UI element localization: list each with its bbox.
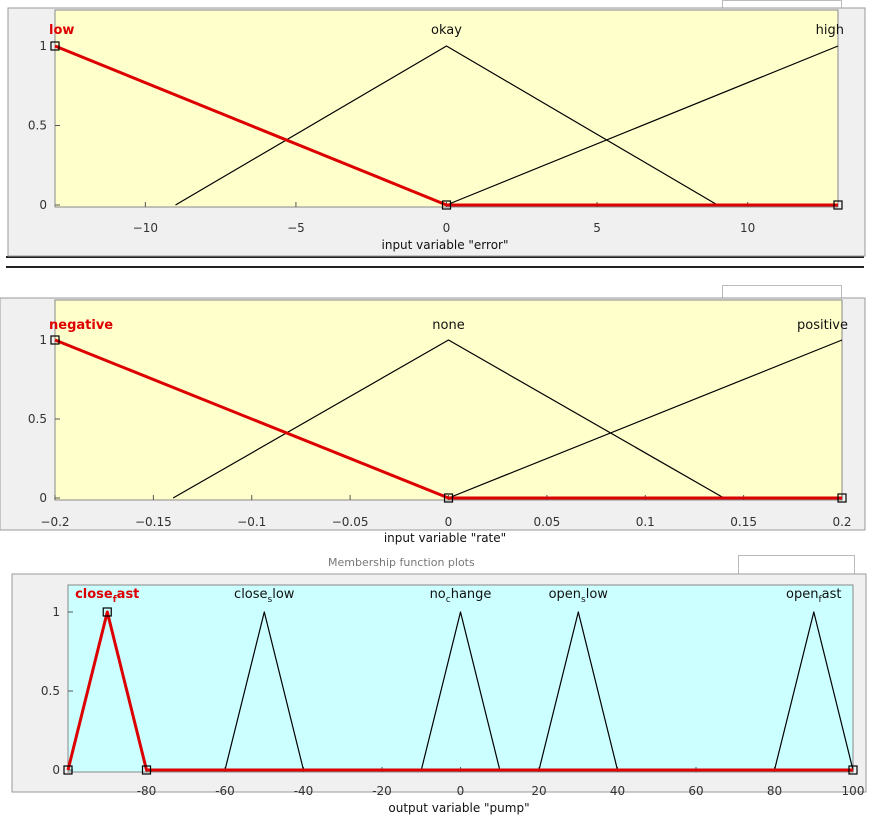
error-y-tick-label: 0 (39, 198, 47, 212)
error-membership-chart: 0 0.5 1 −10 −5 0 5 10 low okay high (7, 7, 866, 257)
mf-line-close_slow (224, 611, 305, 771)
pump-x-tick-label: 40 (610, 784, 625, 798)
pump-x-tick-label: -60 (215, 784, 235, 798)
mf-handle-close_fast (848, 765, 858, 775)
mf-handle-negative (50, 335, 60, 345)
rate-x-tick-label: 0.05 (534, 515, 561, 529)
error-y-tick-label: 1 (39, 39, 47, 53)
mf-handle-close_fast (102, 607, 112, 617)
rate-x-tick-label: −0.05 (332, 515, 369, 529)
mf-line-open_slow (538, 611, 619, 771)
rate-y-tick-label: 0 (39, 491, 47, 505)
pump-x-tick-label: -40 (294, 784, 314, 798)
pump-y-tick-label: 1 (52, 605, 60, 619)
mf-handle-negative (837, 493, 847, 503)
mf-label-low: low (49, 23, 74, 38)
rate-x-tick-label: 0 (445, 515, 453, 529)
mf-line-no_change (420, 611, 501, 771)
mf-label-okay: okay (431, 23, 462, 38)
mf-line-negative (54, 338, 842, 500)
error-x-tick-label: 10 (740, 221, 755, 235)
mf-label-close_fast: closefast (75, 587, 139, 605)
pump-x-tick-label: 80 (767, 784, 782, 798)
mf-line-okay (175, 45, 718, 206)
membership-plots-toolbar-text: Membership function plots (328, 556, 475, 569)
pump-x-tick-label: 20 (531, 784, 546, 798)
rate-y-tick-label: 0.5 (28, 412, 47, 426)
pump-plot-area (67, 584, 854, 773)
mf-label-none: none (432, 318, 464, 333)
pump-y-tick-label: 0.5 (41, 684, 60, 698)
rate-x-tick-label: 0.1 (636, 515, 655, 529)
mf-line-none (172, 339, 725, 499)
mf-line-high (446, 45, 839, 206)
pump-y-tick-label: 0 (52, 763, 60, 777)
mf-handle-low (441, 200, 452, 210)
pump-x-tick-label: 100 (842, 784, 865, 798)
separator-line-lower (6, 266, 864, 268)
mf-label-high: high (816, 23, 844, 38)
rate-membership-panel: 0 0.5 1 −0.2 −0.15 −0.1 −0.05 0 0.05 0.1 0.15 0.2 ne… (0, 297, 866, 545)
mf-line-positive (448, 339, 843, 499)
mf-handle-low (50, 41, 60, 51)
rate-membership-chart: 0 0.5 1 −0.2 −0.15 −0.1 −0.05 0 0.05 0.1 0.15 0.2 ne… (0, 297, 866, 531)
rate-y-tick-label: 1 (39, 333, 47, 347)
mf-handle-close_fast (141, 765, 152, 775)
rate-x-tick-label: −0.15 (135, 515, 172, 529)
rate-x-tick-label: −0.1 (237, 515, 266, 529)
mf-label-no_change: nochange (430, 587, 492, 605)
mf-line-low (54, 44, 838, 207)
mf-label-negative: negative (49, 318, 113, 333)
error-x-tick-label: −10 (133, 221, 158, 235)
pump-x-tick-label: 60 (688, 784, 703, 798)
mf-handle-negative (443, 493, 454, 503)
mf-label-close_slow: closeslow (234, 587, 295, 605)
error-y-tick-label: 0.5 (28, 119, 47, 133)
error-x-tick-label: −5 (287, 221, 305, 235)
rate-x-tick-label: 0.15 (730, 515, 757, 529)
error-membership-panel: 0 0.5 1 −10 −5 0 5 10 low okay high input variable… (0, 0, 873, 260)
mf-line-open_fast (773, 611, 854, 771)
mf-label-open_slow: openslow (549, 587, 609, 605)
separator-line-upper (6, 256, 864, 258)
rate-x-tick-label: −0.2 (40, 515, 69, 529)
error-x-tick-label: 5 (593, 221, 601, 235)
mf-handle-close_fast (63, 765, 73, 775)
pump-x-axis-label: output variable "pump" (388, 801, 530, 815)
rate-x-axis-label: input variable "rate" (383, 531, 507, 545)
pump-x-tick-label: 0 (457, 784, 465, 798)
error-plot-area (54, 9, 839, 208)
rate-x-tick-label: 0.2 (832, 515, 851, 529)
pump-x-tick-label: -80 (137, 784, 157, 798)
error-x-axis-label: input variable "error" (381, 238, 509, 252)
pump-x-tick-label: -20 (372, 784, 392, 798)
rate-plot-area (54, 299, 843, 501)
mf-label-positive: positive (797, 318, 848, 333)
error-x-tick-label: 0 (443, 221, 451, 235)
mf-line-close_fast (66, 610, 853, 772)
mf-label-open_fast: openfast (786, 587, 841, 605)
mf-handle-low (833, 200, 843, 210)
